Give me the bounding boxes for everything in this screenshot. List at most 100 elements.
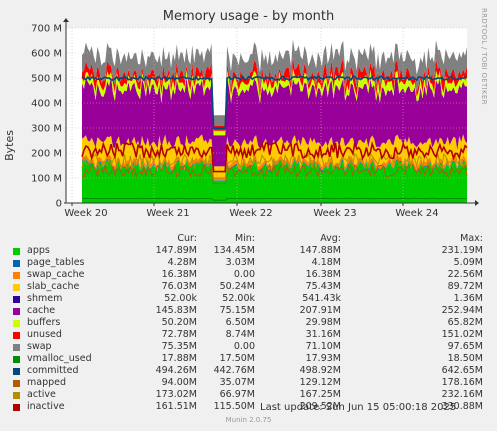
legend-value-min: 52.00k	[222, 293, 255, 304]
legend-value-max: 97.65M	[447, 341, 483, 352]
legend-value-cur: 94.00M	[161, 377, 197, 388]
legend-name: apps	[27, 245, 50, 256]
legend-value-avg: 209.52M	[299, 401, 341, 412]
legend-value-min: 75.15M	[219, 305, 255, 316]
legend-value-max: 232.16M	[441, 389, 483, 400]
legend-name: inactive	[27, 401, 65, 412]
legend-value-max: 231.19M	[441, 245, 483, 256]
y-tick-label: 500 M	[31, 74, 62, 85]
x-tick-label: Week 24	[395, 208, 438, 219]
legend-value-min: 442.76M	[213, 365, 255, 376]
legend-value-cur: 145.83M	[155, 305, 197, 316]
last-update: Last update: Sun Jun 15 05:00:18 2025	[260, 402, 457, 413]
legend-value-cur: 72.78M	[161, 329, 197, 340]
legend-value-cur: 494.26M	[155, 365, 197, 376]
legend-value-min: 6.50M	[225, 317, 255, 328]
legend-value-min: 134.45M	[213, 245, 255, 256]
legend-value-cur: 16.38M	[161, 269, 197, 280]
legend-value-avg: 71.10M	[305, 341, 341, 352]
area-cache	[82, 76, 467, 167]
legend-swatch	[13, 404, 20, 411]
legend-value-avg: 541.43k	[302, 293, 341, 304]
legend-value-max: 178.16M	[441, 377, 483, 388]
legend-value-min: 0.00	[233, 269, 255, 280]
legend-name: page_tables	[27, 257, 85, 268]
legend-swatch	[13, 392, 20, 399]
area-buffers	[82, 68, 467, 136]
x-tick-label: Week 20	[64, 208, 107, 219]
y-axis-arrow	[63, 18, 69, 22]
legend-swatch	[13, 284, 20, 291]
area-swap	[82, 39, 467, 126]
legend-name: shmem	[27, 293, 63, 304]
legend-value-cur: 4.28M	[167, 257, 197, 268]
area-slab_cache	[82, 134, 467, 178]
legend-value-avg: 17.93M	[305, 353, 341, 364]
legend-value-avg: 147.88M	[299, 245, 341, 256]
legend-value-min: 50.24M	[219, 281, 255, 292]
legend-swatch	[13, 320, 20, 327]
legend-swatch	[13, 260, 20, 267]
legend-value-min: 17.50M	[219, 353, 255, 364]
area-apps	[82, 159, 467, 203]
legend-value-max: 18.50M	[447, 353, 483, 364]
legend-value-avg: 16.38M	[305, 269, 341, 280]
legend-value-max: 65.82M	[447, 317, 483, 328]
legend-swatch	[13, 344, 20, 351]
legend-value-cur: 50.20M	[161, 317, 197, 328]
legend-value-min: 66.97M	[219, 389, 255, 400]
legend-value-cur: 147.89M	[155, 245, 197, 256]
legend-swatch	[13, 296, 20, 303]
legend-value-max: 5.09M	[453, 257, 483, 268]
x-axis-arrow	[475, 200, 479, 206]
area-swap_cache	[82, 154, 467, 181]
legend-header-cell: Avg:	[320, 233, 341, 244]
legend-value-cur: 17.88M	[161, 353, 197, 364]
x-tick-label: Week 21	[146, 208, 189, 219]
legend-swatch	[13, 380, 20, 387]
legend-swatch	[13, 248, 20, 255]
legend-value-min: 35.07M	[219, 377, 255, 388]
legend-value-avg: 207.91M	[299, 305, 341, 316]
area-page_tables	[82, 158, 467, 181]
line-vmalloc_used	[81, 197, 467, 201]
legend-value-avg: 167.25M	[299, 389, 341, 400]
legend-header-cell: Max:	[460, 233, 483, 244]
legend-header-cell: Cur:	[177, 233, 197, 244]
y-tick-label: 0	[56, 199, 62, 210]
legend-value-cur: 76.03M	[161, 281, 197, 292]
legend-name: swap_cache	[27, 269, 85, 280]
legend-name: active	[27, 389, 56, 400]
legend-value-avg: 29.98M	[305, 317, 341, 328]
legend-value-min: 8.74M	[225, 329, 255, 340]
legend-value-avg: 129.12M	[299, 377, 341, 388]
legend-value-cur: 161.51M	[155, 401, 197, 412]
legend-value-avg: 75.43M	[305, 281, 341, 292]
legend-swatch	[13, 272, 20, 279]
y-tick-label: 700 M	[31, 24, 62, 35]
y-tick-label: 400 M	[31, 99, 62, 110]
x-tick-label: Week 23	[313, 208, 356, 219]
legend-value-avg: 498.92M	[299, 365, 341, 376]
legend-name: cache	[27, 305, 56, 316]
legend-value-avg: 31.16M	[305, 329, 341, 340]
y-tick-label: 100 M	[31, 174, 62, 185]
legend-swatch	[13, 368, 20, 375]
legend-value-cur: 173.02M	[155, 389, 197, 400]
legend-value-max: 330.88M	[441, 401, 483, 412]
legend-swatch	[13, 356, 20, 363]
x-tick-label: Week 22	[229, 208, 272, 219]
legend-name: swap	[27, 341, 52, 352]
legend-value-max: 151.02M	[441, 329, 483, 340]
line-active	[81, 152, 468, 179]
legend-name: slab_cache	[27, 281, 80, 292]
legend-value-avg: 4.18M	[311, 257, 341, 268]
line-committed	[81, 75, 468, 129]
y-tick-label: 300 M	[31, 124, 62, 135]
legend-name: buffers	[27, 317, 61, 328]
legend-value-cur: 75.35M	[161, 341, 197, 352]
legend-name: mapped	[27, 377, 67, 388]
legend-value-min: 3.03M	[225, 257, 255, 268]
y-tick-label: 600 M	[31, 49, 62, 60]
